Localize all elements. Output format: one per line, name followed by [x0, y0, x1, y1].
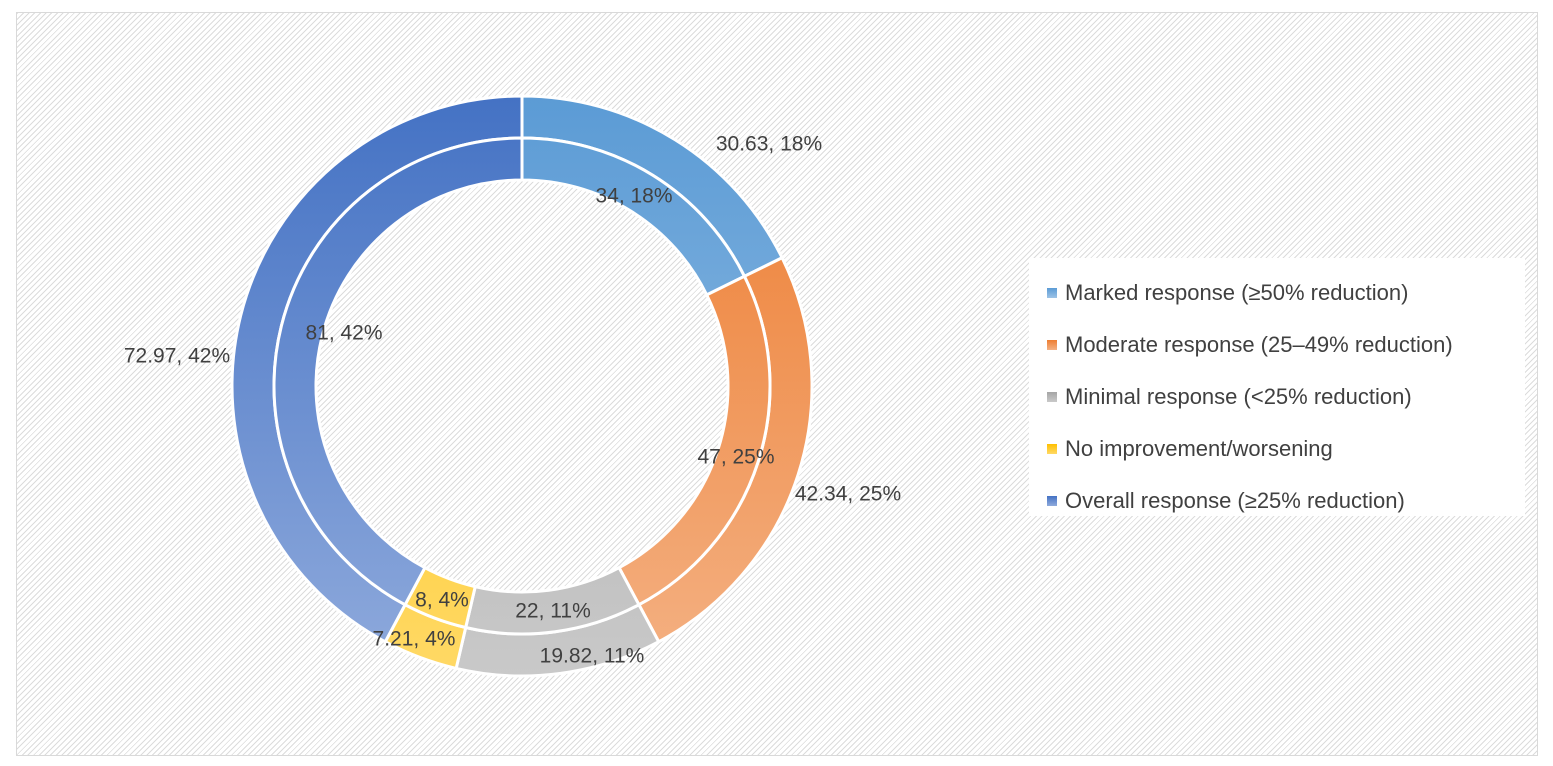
outer-ring-data-label-5: 72.97, 42% — [124, 345, 230, 368]
inner-ring-slice-5 — [272, 136, 524, 607]
legend-label: Moderate response (25–49% reduction) — [1065, 332, 1453, 357]
legend-label: Overall response (≥25% reduction) — [1065, 488, 1405, 513]
doughnut-chart: 30.63, 18% 42.34, 25% 19.82, 11% 7.21, 4% 72… — [124, 94, 901, 678]
inner-ring-data-label-1: 34, 18% — [595, 185, 672, 208]
legend-swatch — [1047, 444, 1057, 454]
inner-ring-data-label-4: 8, 4% — [415, 589, 469, 612]
legend-item-1: Marked response (≥50% reduction) — [1029, 267, 1525, 319]
legend-swatch — [1047, 340, 1057, 350]
legend-label: No improvement/worsening — [1065, 436, 1333, 461]
inner-ring-data-label-3: 22, 11% — [515, 600, 591, 623]
outer-ring-data-label-4: 7.21, 4% — [373, 628, 456, 651]
legend-item-3: Minimal response (<25% reduction) — [1029, 371, 1525, 423]
legend-swatch — [1047, 288, 1057, 298]
legend-swatch — [1047, 392, 1057, 402]
inner-ring-data-label-5: 81, 42% — [305, 322, 382, 345]
legend-item-4: No improvement/worsening — [1029, 423, 1525, 475]
legend-swatch — [1047, 496, 1057, 506]
outer-ring-data-label-2: 42.34, 25% — [795, 483, 901, 506]
inner-ring-data-label-2: 47, 25% — [697, 446, 774, 469]
chart-area: 30.63, 18% 42.34, 25% 19.82, 11% 7.21, 4% 72… — [16, 12, 1538, 756]
outer-ring-data-label-3: 19.82, 11% — [540, 645, 645, 668]
legend-item-2: Moderate response (25–49% reduction) — [1029, 319, 1525, 371]
legend-label: Marked response (≥50% reduction) — [1065, 280, 1409, 305]
legend: Marked response (≥50% reduction) Moderate… — [1029, 258, 1525, 516]
outer-ring-data-label-1: 30.63, 18% — [716, 133, 822, 156]
legend-label: Minimal response (<25% reduction) — [1065, 384, 1412, 409]
legend-item-5: Overall response (≥25% reduction) — [1029, 475, 1525, 527]
